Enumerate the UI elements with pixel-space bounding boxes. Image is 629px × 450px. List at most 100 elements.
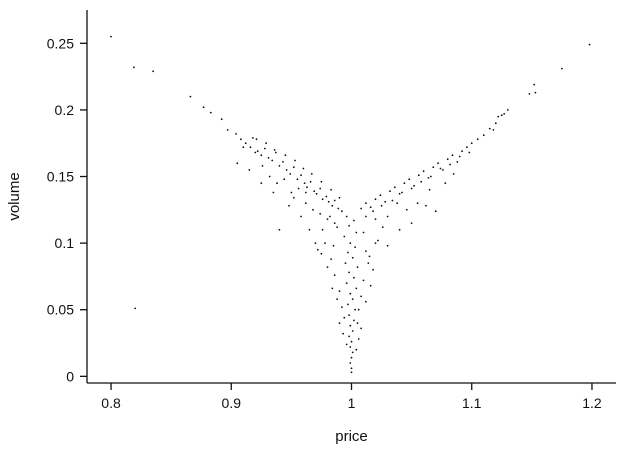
scatter-point <box>432 166 435 169</box>
scatter-point <box>273 149 276 151</box>
scatter-point <box>349 346 352 348</box>
scatter-point <box>347 303 349 306</box>
scatter-point <box>452 173 455 175</box>
scatter-point <box>314 242 317 245</box>
scatter-point <box>398 192 401 195</box>
scatter-point <box>316 248 319 251</box>
scatter-point <box>368 255 371 258</box>
x-tick-label: 1.1 <box>462 395 482 411</box>
scatter-point <box>252 137 254 139</box>
scatter-point <box>285 169 288 171</box>
scatter-point <box>374 198 377 201</box>
scatter-point <box>439 167 442 170</box>
scatter-point <box>341 306 343 308</box>
scatter-point <box>413 184 415 187</box>
scatter-point <box>492 129 495 131</box>
x-tick-label: 1 <box>348 395 356 411</box>
scatter-point <box>338 290 341 292</box>
scatter-point <box>355 231 358 234</box>
scatter-point <box>321 228 324 231</box>
scatter-point <box>336 298 338 300</box>
scatter-point <box>209 111 212 114</box>
scatter-point <box>315 192 318 195</box>
scatter-point <box>326 218 329 221</box>
scatter-point <box>300 215 302 218</box>
scatter-point <box>189 95 192 98</box>
scatter-point <box>353 219 355 222</box>
scatter-point <box>391 199 394 202</box>
scatter-point <box>310 173 313 175</box>
scatter-point <box>260 154 263 157</box>
scatter-point <box>343 235 346 238</box>
scatter-point <box>351 351 354 354</box>
scatter-point <box>386 244 389 247</box>
x-tick-label: 0.9 <box>222 395 242 411</box>
scatter-point <box>242 146 245 149</box>
scatter-point <box>350 371 353 374</box>
scatter-point <box>330 188 332 191</box>
scatter-point <box>345 282 348 284</box>
scatter-point <box>264 147 266 150</box>
scatter-point <box>220 118 223 121</box>
scatter-point <box>344 262 347 264</box>
scatter-point <box>202 106 205 109</box>
scatter-point <box>290 191 293 194</box>
scatter-point <box>494 122 497 125</box>
y-axis-label: volume <box>6 172 23 220</box>
scatter-point <box>416 202 419 205</box>
y-tick-label: 0 <box>66 368 74 384</box>
scatter-point <box>110 35 112 38</box>
y-axis-ticks: 0 0.05 0.1 0.15 0.2 0.25 <box>47 35 87 384</box>
y-tick-label: 0.1 <box>55 235 75 251</box>
scatter-point <box>336 226 338 229</box>
scatter-point <box>332 244 335 247</box>
scatter-point <box>355 287 358 290</box>
scatter-point <box>267 157 270 159</box>
scatter-point <box>248 169 251 171</box>
scatter-point <box>133 66 135 69</box>
scatter-point <box>289 173 292 175</box>
scatter-point <box>561 67 563 70</box>
scatter-point <box>437 162 439 165</box>
scatter-point <box>278 165 281 167</box>
scatter-point <box>271 159 274 162</box>
scatter-point <box>365 215 367 218</box>
scatter-point <box>360 295 362 298</box>
scatter-point <box>357 308 360 311</box>
scatter-point <box>254 151 257 154</box>
scatter-point <box>466 146 468 149</box>
scatter-point <box>342 332 344 335</box>
scatter-point <box>488 127 491 130</box>
scatter-point <box>500 114 503 117</box>
scatter-point <box>240 138 242 141</box>
scatter-point <box>503 113 506 115</box>
scatter-point <box>331 287 334 290</box>
scatter-point <box>348 335 350 338</box>
scatter-point <box>389 190 391 193</box>
scatter-point <box>482 134 485 137</box>
scatter-point <box>354 246 356 249</box>
scatter-point <box>374 218 377 221</box>
scatter-point <box>260 182 263 185</box>
scatter-point <box>326 266 329 268</box>
scatter-point <box>256 150 259 153</box>
scatter-point <box>341 210 343 213</box>
axes <box>86 10 616 384</box>
scatter-point <box>351 256 354 259</box>
scatter-point <box>377 239 379 242</box>
x-axis-label: price <box>335 428 368 445</box>
scatter-point <box>410 187 413 190</box>
scatter-point <box>360 207 362 210</box>
scatter-point <box>274 151 277 154</box>
scatter-point <box>236 162 239 165</box>
scatter-point <box>417 174 420 177</box>
scatter-point <box>321 198 324 201</box>
scatter-point <box>405 208 408 211</box>
scatter-point <box>470 142 473 145</box>
y-tick-label: 0.25 <box>47 35 74 51</box>
scatter-point <box>255 138 258 141</box>
scatter-point <box>461 150 463 153</box>
scatter-point <box>304 191 307 194</box>
scatter-point <box>329 215 331 218</box>
